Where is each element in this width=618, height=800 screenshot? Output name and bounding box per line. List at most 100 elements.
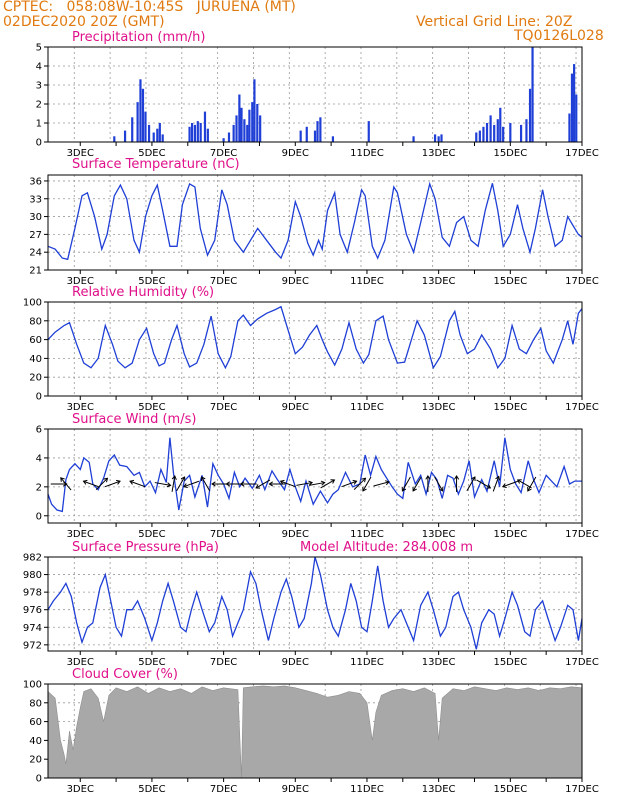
x-tick-label: 13DEC [422, 784, 456, 795]
precip-bar [251, 102, 254, 142]
precip-bar [190, 123, 194, 142]
y-tick-label: 4 [36, 453, 42, 464]
precip-bar [256, 104, 259, 142]
y-tick-label: 80 [29, 698, 42, 709]
y-tick-label: 972 [23, 640, 42, 651]
y-tick-label: 27 [29, 230, 42, 241]
x-tick-label: 17DEC [565, 148, 599, 159]
x-tick-label: 3DEC [67, 529, 94, 540]
wind-arrow [201, 476, 211, 492]
y-tick-label: 974 [23, 623, 42, 634]
x-tick-label: 7DEC [210, 529, 237, 540]
precip-bar [199, 123, 202, 142]
x-tick-label: 7DEC [210, 784, 237, 795]
x-tick-label: 17DEC [565, 657, 599, 668]
x-tick-label: 5DEC [138, 276, 165, 287]
wind-arrow [182, 480, 200, 489]
precip-bar [575, 94, 578, 142]
y-tick-label: 6 [36, 425, 42, 436]
x-tick-label: 17DEC [565, 529, 599, 540]
x-tick-label: 9DEC [282, 657, 309, 668]
rh-line [47, 305, 583, 370]
y-tick-label: 0 [36, 138, 42, 149]
precip-bar [509, 123, 512, 142]
header-grid-note: Vertical Grid Line: 20Z [416, 14, 573, 30]
x-tick-label: 3DEC [67, 276, 94, 287]
precip-title: Precipitation (mm/h) [72, 30, 205, 45]
cloud-area [47, 685, 583, 779]
x-tick-label: 15DEC [493, 657, 527, 668]
precip-bar [482, 126, 485, 142]
wind-title: Surface Wind (m/s) [72, 412, 196, 427]
precip-bar [253, 79, 256, 142]
x-tick-label: 5DEC [138, 784, 165, 795]
y-tick-label: 2 [36, 100, 42, 111]
rh-frame [47, 301, 583, 397]
precip-bar [156, 128, 159, 142]
precip-bar [437, 136, 440, 142]
y-tick-label: 3 [36, 81, 42, 92]
y-tick-label: 980 [23, 570, 42, 581]
precip-bar [305, 126, 308, 142]
precip-bar [147, 124, 151, 142]
temp-frame [47, 174, 583, 271]
wind-arrow [176, 476, 186, 492]
y-tick-label: 40 [29, 354, 42, 365]
x-tick-label: 13DEC [422, 529, 456, 540]
precip-bar [206, 128, 209, 142]
precip-bar [573, 64, 576, 142]
precip-bar [238, 94, 241, 142]
x-tick-label: 7DEC [210, 402, 237, 413]
x-tick-label: 5DEC [138, 657, 165, 668]
wind-arrow [492, 475, 501, 492]
precip-bar [139, 79, 142, 142]
precip-bar [193, 124, 197, 142]
wind-arrow [60, 477, 72, 491]
pres-title: Surface Pressure (hPa) [72, 540, 219, 555]
wind-arrow [95, 477, 109, 490]
y-tick-label: 0 [36, 511, 42, 522]
precip-bar [227, 132, 231, 142]
precip-bar [248, 109, 251, 142]
x-tick-label: 11DEC [350, 276, 384, 287]
precip-bar [475, 132, 478, 142]
wind-arrow [82, 479, 99, 488]
x-tick-label: 9DEC [282, 529, 309, 540]
x-tick-label: 5DEC [138, 148, 165, 159]
x-tick-label: 9DEC [282, 784, 309, 795]
y-tick-label: 5 [36, 43, 42, 54]
y-tick-label: 30 [29, 212, 42, 223]
wind-panel: Surface Wind (m/s) 0 2 4 6 3DEC 5DEC 7DEC 9DEC 11… [36, 412, 599, 540]
y-tick-label: 0 [36, 392, 42, 403]
y-tick-label: 978 [23, 588, 42, 599]
cloud-frame [47, 683, 583, 779]
wind-arrow [320, 479, 336, 489]
precip-bar [433, 134, 437, 142]
cloud-panel: Cloud Cover (%) 0 20 40 60 80 100 3DEC 5DEC 7DEC 9… [23, 667, 599, 795]
precip-bar [412, 136, 415, 142]
x-tick-label: 11DEC [350, 657, 384, 668]
wind-arrow [154, 482, 172, 488]
wind-arrow [401, 476, 411, 492]
x-tick-label: 15DEC [493, 529, 527, 540]
precip-bar [493, 124, 496, 142]
wind-arrow [225, 481, 243, 487]
x-tick-label: 9DEC [282, 148, 309, 159]
wind-arrow [255, 479, 271, 489]
precip-bar [240, 107, 243, 142]
x-tick-label: 3DEC [67, 402, 94, 413]
precip-bar [113, 136, 116, 142]
x-tick-label: 3DEC [67, 148, 94, 159]
wind-arrow [425, 475, 431, 492]
wind-arrow [104, 479, 121, 488]
wind-arrow [516, 479, 532, 489]
precip-bar [222, 138, 225, 142]
precip-bar [319, 117, 322, 142]
pres-annotation: Model Altitude: 284.008 m [300, 540, 473, 555]
precip-bar [367, 121, 370, 142]
precip-bar [203, 111, 207, 142]
x-tick-label: 15DEC [493, 148, 527, 159]
y-tick-label: 0 [36, 774, 42, 785]
x-tick-label: 15DEC [493, 276, 527, 287]
precip-bar [299, 130, 302, 142]
